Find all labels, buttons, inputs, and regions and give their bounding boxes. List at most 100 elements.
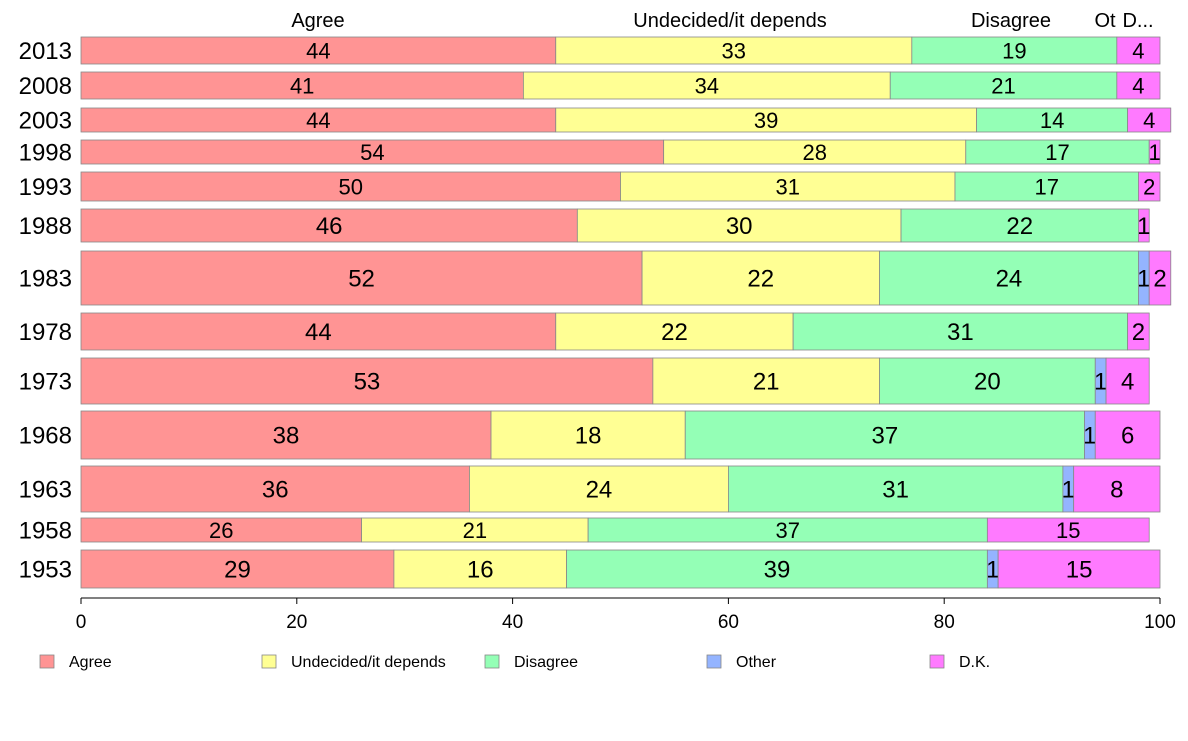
bar-segment — [1116, 36, 1161, 65]
bar-value-label: 15 — [1056, 518, 1080, 543]
bar-value-label: 2 — [1132, 319, 1145, 346]
bar-segment — [555, 36, 913, 65]
bar-segment — [1127, 107, 1172, 133]
bar-value-label: 17 — [1045, 140, 1069, 165]
category-label: 1968 — [19, 423, 72, 450]
category-label: 2013 — [19, 38, 72, 65]
bar-segment — [80, 517, 362, 543]
bar-value-label: 33 — [722, 38, 746, 63]
legend-swatch — [261, 654, 277, 669]
category-label: 1978 — [19, 319, 72, 346]
bar-value-label: 41 — [290, 73, 314, 98]
bar-value-label: 21 — [463, 518, 487, 543]
bar-segment — [566, 549, 988, 589]
bar-value-label: 39 — [764, 557, 791, 584]
category-label: 1983 — [19, 266, 72, 293]
bar-segment — [80, 357, 654, 405]
bar-value-label: 30 — [726, 213, 753, 240]
legend-swatch — [39, 654, 55, 669]
bar-segment — [1138, 208, 1150, 243]
category-label: 1993 — [19, 174, 72, 201]
bar-segment — [80, 549, 395, 589]
legend-item: Disagree — [484, 654, 578, 671]
bar-value-label: 20 — [974, 369, 1001, 396]
category-label: 1953 — [19, 557, 72, 584]
bar-segment — [652, 357, 880, 405]
bar-value-label: 15 — [1066, 557, 1093, 584]
bar-value-label: 2 — [1153, 266, 1166, 293]
bar-value-label: 28 — [802, 140, 826, 165]
top-series-label: Disagree — [971, 10, 1051, 32]
bar-segment — [80, 71, 524, 100]
top-series-label: D... — [1122, 10, 1153, 32]
bar-segment — [522, 71, 891, 100]
bar-value-label: 1 — [1148, 140, 1160, 165]
bar-segment — [1148, 250, 1172, 306]
legend-label: Agree — [69, 654, 112, 671]
bar-value-label: 38 — [273, 423, 300, 450]
bar-value-label: 19 — [1002, 38, 1026, 63]
bar-value-label: 26 — [209, 518, 233, 543]
x-tick-label: 40 — [502, 612, 523, 633]
bar-value-label: 14 — [1040, 108, 1064, 133]
bar-value-label: 1 — [986, 557, 999, 584]
legend-label: Undecided/it depends — [291, 654, 446, 671]
category-label: 1958 — [19, 518, 72, 545]
bar-segment — [663, 139, 967, 165]
bar-segment — [1116, 71, 1161, 100]
bar-segment — [555, 312, 794, 351]
bar-segment — [641, 250, 880, 306]
bar-value-label: 37 — [872, 423, 899, 450]
bar-value-label: 31 — [776, 174, 800, 199]
bar-value-label: 22 — [661, 319, 688, 346]
bar-segment — [555, 107, 977, 133]
bar-value-label: 8 — [1110, 477, 1123, 504]
top-series-label: Agree — [291, 10, 344, 32]
bar-value-label: 4 — [1121, 369, 1134, 396]
bar-segment — [792, 312, 1129, 351]
bar-value-label: 1 — [1094, 369, 1107, 396]
bar-segment — [80, 36, 557, 65]
bar-value-label: 37 — [776, 518, 800, 543]
bar-value-label: 4 — [1143, 108, 1155, 133]
bar-segment — [1094, 410, 1161, 460]
bar-segment — [576, 208, 902, 243]
legend-item: D.K. — [929, 654, 990, 671]
bar-segment — [879, 357, 1096, 405]
x-tick-label: 20 — [286, 612, 307, 633]
bar-value-label: 46 — [316, 213, 343, 240]
bar-segment — [490, 410, 686, 460]
bar-segment — [80, 465, 470, 513]
bar-value-label: 24 — [996, 266, 1023, 293]
bar-value-label: 4 — [1132, 73, 1144, 98]
top-series-label: Undecided/it depends — [633, 10, 826, 32]
bar-segment — [1148, 139, 1161, 165]
bar-segment — [1138, 171, 1161, 202]
bar-value-label: 24 — [586, 477, 613, 504]
bar-value-label: 2 — [1143, 174, 1155, 199]
bar-value-label: 39 — [754, 108, 778, 133]
bar-segment — [80, 250, 643, 306]
legend-swatch — [706, 654, 722, 669]
legend-item: Other — [706, 654, 777, 671]
bar-value-label: 22 — [1006, 213, 1033, 240]
bar-value-label: 34 — [695, 73, 719, 98]
bar-segment — [954, 171, 1139, 202]
legend-label: D.K. — [959, 654, 990, 671]
bar-value-label: 52 — [348, 266, 375, 293]
bar-value-label: 31 — [947, 319, 974, 346]
category-label: 1973 — [19, 369, 72, 396]
legend-item: Undecided/it depends — [261, 654, 446, 671]
bar-value-label: 36 — [262, 477, 289, 504]
bar-value-label: 6 — [1121, 423, 1134, 450]
x-tick-label: 80 — [934, 612, 955, 633]
legend-swatch — [484, 654, 500, 669]
x-tick-label: 100 — [1144, 612, 1176, 633]
bar-value-label: 44 — [306, 38, 330, 63]
legend-label: Disagree — [514, 654, 578, 671]
bar-segment — [469, 465, 729, 513]
bar-segment — [80, 139, 665, 165]
bar-segment — [889, 71, 1118, 100]
category-label: 1988 — [19, 213, 72, 240]
